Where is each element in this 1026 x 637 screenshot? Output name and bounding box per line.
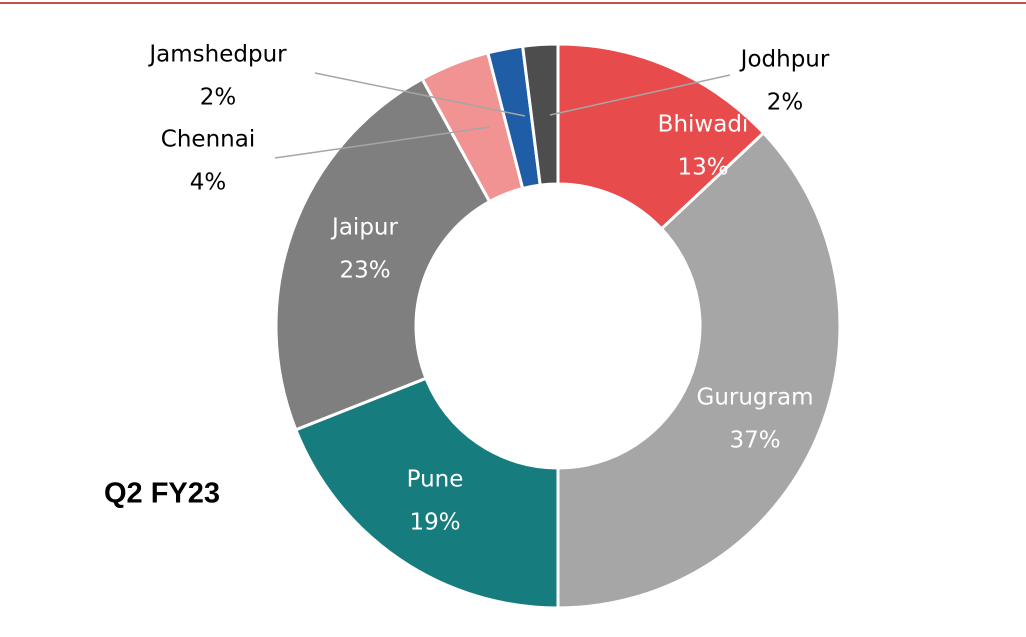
donut-slice [274, 76, 492, 432]
donut-slice [556, 42, 766, 231]
slice-label: Chennai [161, 127, 255, 153]
slice-value-label: 13% [677, 155, 728, 181]
slice-label: Gurugram [697, 385, 814, 411]
slice-label: Jamshedpur [147, 42, 287, 68]
leader-line [274, 126, 491, 159]
leader-line [549, 74, 731, 116]
slice-value-label: 23% [339, 258, 390, 284]
slice-label: Bhiwadi [658, 112, 749, 138]
donut-slice [556, 130, 842, 610]
donut-slice [520, 42, 560, 187]
slice-label: Pune [407, 467, 464, 493]
slice-value-label: 2% [200, 85, 237, 111]
donut-slice [293, 376, 560, 610]
chart-title: Q2 FY23 [104, 478, 220, 510]
slice-value-label: 37% [729, 428, 780, 454]
slice-label: Jaipur [330, 215, 398, 241]
slice-value-label: 2% [767, 90, 804, 116]
slice-value-label: 19% [409, 510, 460, 536]
slice-value-label: 4% [190, 170, 227, 196]
slice-label: Jodhpur [739, 47, 830, 73]
leader-line [314, 72, 526, 117]
